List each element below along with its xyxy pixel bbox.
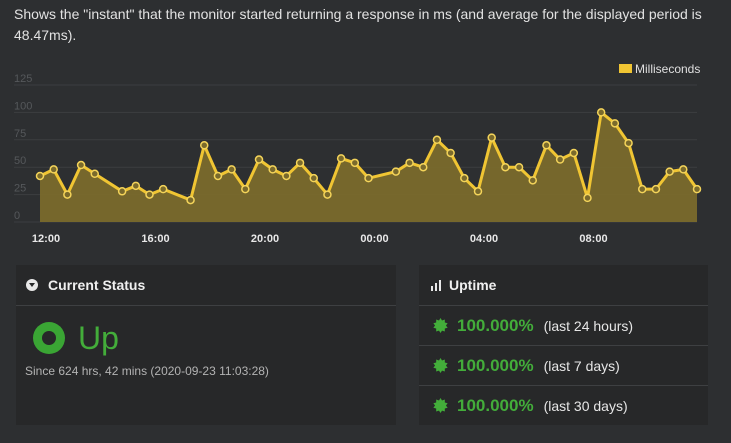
data-point[interactable] (514, 162, 524, 172)
y-tick-label: 25 (14, 183, 26, 195)
data-point[interactable] (679, 165, 688, 174)
chart-description: Shows the "instant" that the monitor sta… (14, 6, 702, 43)
data-point[interactable] (131, 181, 141, 191)
data-point[interactable] (254, 155, 264, 164)
response-time-line (39, 110, 699, 202)
data-point[interactable] (569, 148, 579, 158)
data-point[interactable] (268, 165, 277, 174)
chevron-circle-down-icon[interactable] (26, 279, 38, 291)
legend-swatch (619, 64, 632, 73)
uptime-panel: Uptime 100.000% (last 24 hours) 100.000%… (419, 265, 708, 425)
x-tick-label: 08:00 (579, 233, 607, 245)
legend-label: Milliseconds (635, 62, 700, 76)
badge-check-icon (433, 358, 448, 373)
y-tick-label: 100 (14, 100, 32, 112)
data-point[interactable] (158, 184, 168, 194)
status-state: Up (78, 320, 119, 356)
status-since: Since 624 hrs, 42 mins (2020-09-23 11:03… (25, 364, 269, 378)
uptime-title: Uptime (449, 277, 497, 293)
uptime-percent: 100.000% (457, 395, 534, 415)
x-axis-ticks: 12:00 16:00 20:00 00:00 04:00 08:00 (32, 233, 608, 245)
response-time-chart: 0 25 50 75 100 125 12:00 16:00 20:00 00:00 04:00 0… (0, 52, 731, 252)
data-point[interactable] (542, 141, 551, 150)
data-point[interactable] (90, 169, 99, 179)
uptime-row-7d: 100.000% (last 7 days) (419, 346, 708, 386)
badge-check-icon (433, 318, 448, 333)
data-point[interactable] (555, 155, 565, 164)
data-point[interactable] (583, 193, 592, 203)
chart-legend[interactable]: Milliseconds (619, 62, 700, 76)
y-axis-ticks: 0 25 50 75 100 125 (14, 73, 32, 222)
data-point[interactable] (213, 171, 223, 181)
uptime-percent: 100.000% (457, 315, 534, 335)
bar-chart-icon (431, 279, 441, 291)
data-point[interactable] (200, 141, 209, 150)
y-tick-label: 75 (14, 128, 26, 140)
data-point[interactable] (35, 171, 45, 181)
data-point[interactable] (610, 119, 620, 128)
data-point[interactable] (692, 184, 702, 194)
data-point[interactable] (295, 158, 305, 168)
data-point[interactable] (487, 133, 496, 142)
data-point[interactable] (624, 138, 633, 148)
data-point[interactable] (528, 176, 537, 185)
data-point[interactable] (638, 184, 647, 194)
data-point[interactable] (364, 173, 373, 183)
data-point[interactable] (405, 158, 414, 168)
data-point[interactable] (651, 184, 661, 194)
x-tick-label: 04:00 (470, 233, 498, 245)
uptime-period: (last 30 days) (543, 397, 628, 414)
data-point[interactable] (432, 135, 442, 145)
data-point[interactable] (241, 184, 250, 194)
uptime-period: (last 24 hours) (543, 317, 634, 334)
data-point[interactable] (473, 187, 483, 196)
x-tick-label: 16:00 (141, 233, 169, 245)
data-point[interactable] (76, 160, 86, 170)
data-point[interactable] (63, 190, 72, 199)
data-point[interactable] (350, 158, 360, 168)
x-tick-label: 12:00 (32, 233, 60, 245)
data-point[interactable] (186, 195, 195, 205)
data-point[interactable] (49, 165, 58, 174)
data-point[interactable] (446, 148, 455, 158)
x-tick-label: 00:00 (360, 233, 388, 245)
data-point[interactable] (391, 167, 401, 176)
data-point[interactable] (665, 167, 674, 176)
response-time-chart-svg: 0 25 50 75 100 125 12:00 16:00 20:00 00:00 04:00 0… (14, 62, 702, 245)
data-point[interactable] (323, 190, 332, 199)
y-tick-label: 125 (14, 73, 32, 85)
badge-check-icon (433, 398, 448, 413)
uptime-row-30d: 100.000% (last 30 days) (419, 386, 708, 425)
data-point[interactable] (309, 173, 318, 183)
current-status-panel: Current Status Up Since 624 hrs, 42 mins… (16, 265, 396, 425)
current-status-title: Current Status (48, 277, 146, 293)
y-tick-label: 0 (14, 210, 20, 222)
data-point[interactable] (596, 108, 606, 117)
data-point[interactable] (419, 162, 428, 172)
uptime-percent: 100.000% (457, 355, 534, 375)
x-tick-label: 20:00 (251, 233, 279, 245)
data-points (35, 108, 702, 205)
y-tick-label: 50 (14, 155, 26, 167)
data-point[interactable] (282, 171, 291, 181)
current-status-header: Current Status (16, 265, 396, 306)
data-point[interactable] (227, 165, 236, 174)
current-status-body: Up Since 624 hrs, 42 mins (2020-09-23 11… (16, 306, 396, 425)
data-point[interactable] (117, 187, 127, 196)
data-point[interactable] (501, 162, 510, 172)
response-time-area (40, 112, 697, 222)
data-point[interactable] (460, 173, 469, 183)
status-up-icon (33, 322, 65, 354)
data-point[interactable] (145, 190, 154, 199)
data-point[interactable] (336, 154, 346, 163)
uptime-period: (last 7 days) (543, 357, 620, 374)
uptime-header: Uptime (419, 265, 708, 306)
uptime-row-24h: 100.000% (last 24 hours) (419, 306, 708, 346)
